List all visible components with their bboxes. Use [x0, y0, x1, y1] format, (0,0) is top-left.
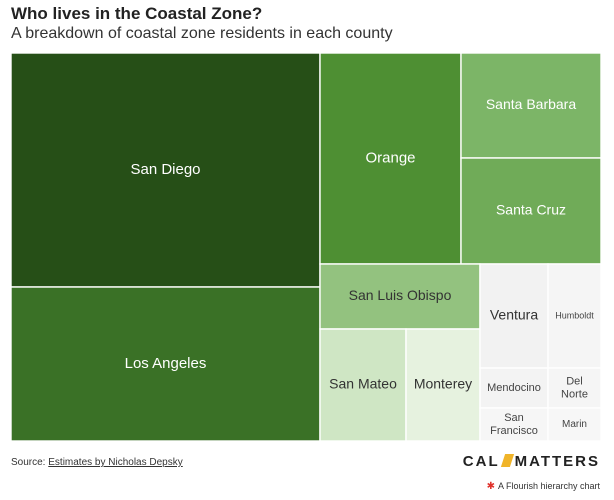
chart-subtitle: A breakdown of coastal zone residents in…	[11, 25, 393, 42]
tile-orange[interactable]: Orange	[319, 53, 462, 265]
source-link[interactable]: Estimates by Nicholas Depsky	[48, 457, 183, 468]
tile-label-mendocino: Mendocino	[487, 382, 541, 394]
tile-rect-san-mateo	[319, 328, 407, 442]
source-prefix: Source:	[11, 457, 49, 468]
tile-del-norte[interactable]: Del Norte	[547, 367, 601, 409]
tile-label-marin: Marin	[562, 419, 587, 430]
logo-text-right: MATTERS	[514, 453, 600, 470]
tile-ventura[interactable]: Ventura	[479, 263, 549, 369]
tile-san-mateo[interactable]: San Mateo	[319, 328, 407, 442]
tile-mendocino[interactable]: Mendocino	[479, 367, 549, 409]
tile-santa-barbara[interactable]: Santa Barbara	[460, 53, 601, 159]
tile-label-los-angeles: Los Angeles	[125, 355, 207, 372]
tile-rect-los-angeles	[11, 286, 321, 442]
tile-san-diego[interactable]: San Diego	[11, 53, 321, 288]
tile-rect-san-diego	[11, 53, 321, 288]
flourish-logo-icon: ✱	[486, 481, 495, 492]
tile-label-san-luis-obispo: San Luis Obispo	[349, 287, 452, 303]
logo-text-left: CAL	[462, 453, 500, 470]
tile-marin[interactable]: Marin	[547, 407, 601, 442]
flourish-credit[interactable]: ✱ A Flourish hierarchy chart	[487, 481, 600, 492]
treemap-chart: San Diego Los Angeles Orange Santa Barbara S…	[11, 53, 601, 442]
tile-san-francisco[interactable]: San Francisco	[479, 407, 549, 442]
flourish-label: A Flourish hierarchy chart	[497, 481, 600, 491]
tile-rect-marin	[547, 407, 601, 442]
tile-rect-santa-barbara	[460, 53, 601, 159]
tile-label-san-diego: San Diego	[130, 161, 200, 178]
tile-label-santa-barbara: Santa Barbara	[486, 96, 576, 112]
logo-mark-icon	[500, 454, 514, 467]
tile-label-monterey: Monterey	[414, 376, 472, 392]
tile-rect-del-norte	[547, 367, 601, 409]
tile-label-humboldt: Humboldt	[555, 310, 594, 320]
tile-rect-santa-cruz	[460, 157, 601, 265]
calmatters-logo[interactable]: CAL MATTERS	[463, 453, 600, 470]
tile-label-del-norte: Del Norte	[561, 375, 588, 400]
tile-label-santa-cruz: Santa Cruz	[496, 202, 566, 218]
tile-rect-monterey	[405, 328, 481, 442]
tile-rect-humboldt	[547, 263, 601, 369]
tile-rect-san-francisco	[479, 407, 549, 442]
source-note: Source: Estimates by Nicholas Depsky	[11, 457, 183, 468]
tile-label-san-francisco: San Francisco	[490, 412, 538, 437]
tile-los-angeles[interactable]: Los Angeles	[11, 286, 321, 442]
tile-label-ventura: Ventura	[490, 307, 538, 323]
tile-santa-cruz[interactable]: Santa Cruz	[460, 157, 601, 265]
tile-san-luis-obispo[interactable]: San Luis Obispo	[319, 263, 481, 330]
chart-title: Who lives in the Coastal Zone?	[11, 4, 263, 23]
tile-label-san-mateo: San Mateo	[329, 376, 397, 392]
tile-monterey[interactable]: Monterey	[405, 328, 481, 442]
tile-label-orange: Orange	[365, 149, 415, 166]
tile-humboldt[interactable]: Humboldt	[547, 263, 601, 369]
